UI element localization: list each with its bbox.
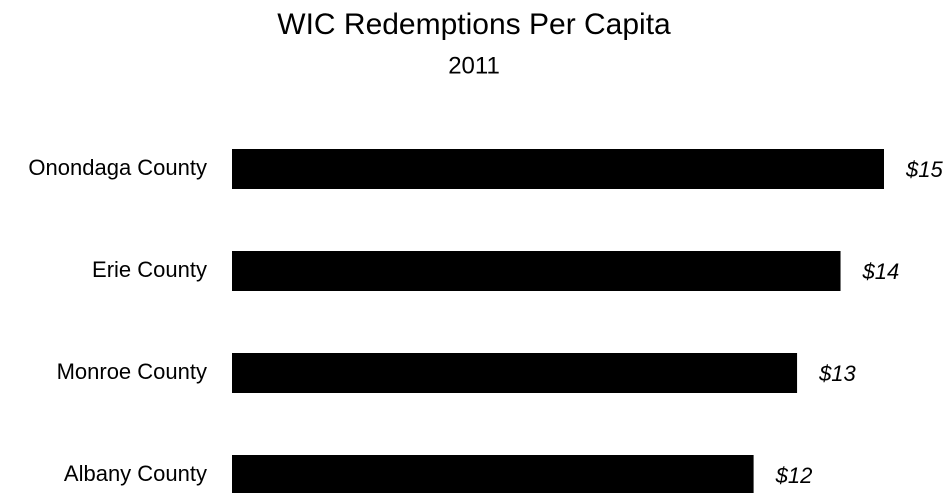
bar: [232, 353, 798, 393]
value-label: $14: [862, 259, 900, 284]
category-label: Albany County: [64, 461, 207, 486]
chart-subtitle: 2011: [448, 52, 500, 79]
value-label: $12: [775, 463, 813, 488]
category-label: Onondaga County: [28, 155, 207, 180]
value-label: $15: [905, 157, 943, 182]
chart-title: WIC Redemptions Per Capita: [277, 8, 671, 41]
bar: [232, 455, 754, 493]
category-label: Monroe County: [57, 359, 207, 384]
bar: [232, 149, 884, 189]
category-label: Erie County: [92, 257, 207, 282]
bar: [232, 251, 841, 291]
value-label: $13: [818, 361, 856, 386]
